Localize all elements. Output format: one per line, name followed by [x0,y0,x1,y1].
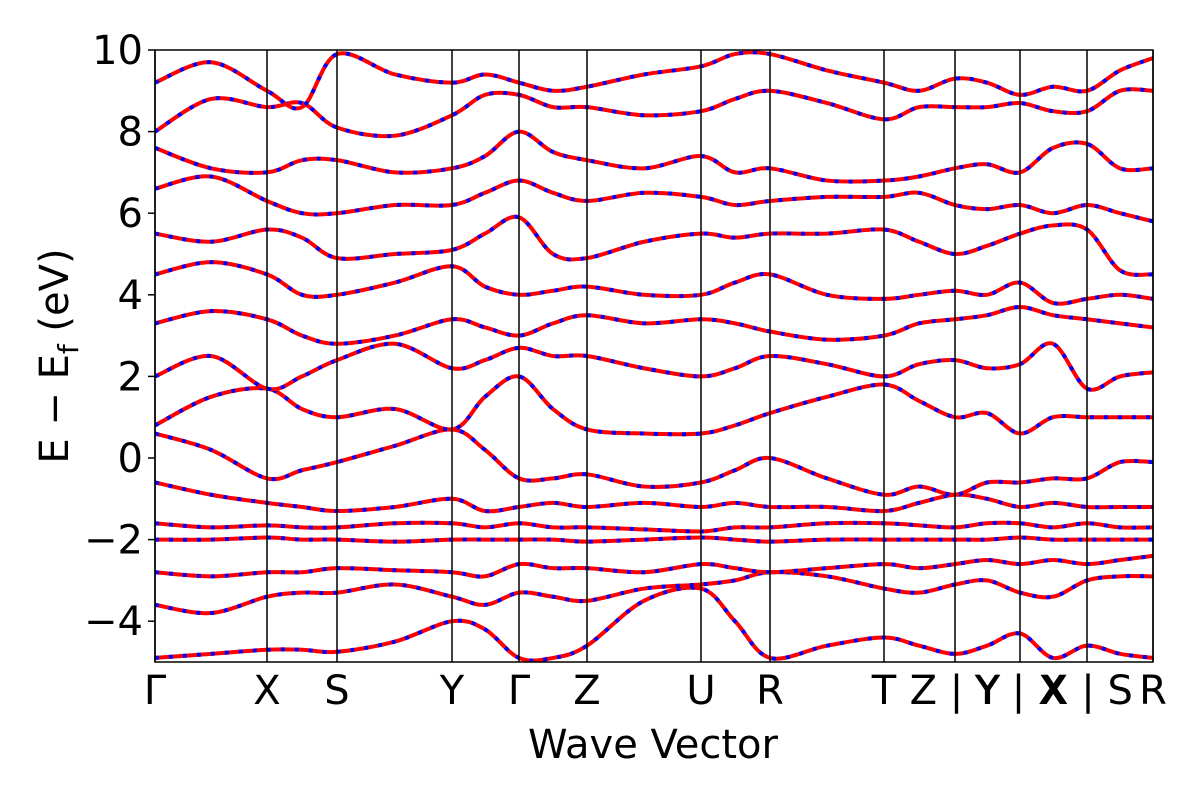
y-label-part: E − E [32,354,78,464]
x-tick-label: Y [439,668,465,714]
band-line [155,570,1153,616]
y-tick-label: −4 [84,599,143,645]
x-tick-label: Γ [144,668,167,714]
x-tick-label: R [756,668,784,714]
y-tick-label: 6 [118,191,143,237]
y-tick-label: 8 [118,110,143,156]
x-tick-label: Y | X [974,668,1066,714]
x-axis-label: Wave Vector [528,722,779,768]
band-line [155,374,1153,437]
band-line [155,520,1153,534]
x-tick-label: T [871,668,897,714]
y-tick-label: 10 [92,28,143,74]
band-line [155,260,1153,306]
band-line [155,214,1153,277]
band-line-dashed [155,214,1153,277]
x-tick-label: U [686,668,715,714]
x-tick-label: X [253,668,280,714]
band-line-dashed [155,129,1153,184]
band-line-dashed [155,427,1153,497]
band-line-dashed [155,305,1153,346]
y-tick-label: 2 [118,354,143,400]
bands [155,50,1153,662]
y-label-subscript: f [52,343,85,354]
y-axis-label: E − Ef (eV) [32,248,85,463]
y-tick-label: 0 [118,436,143,482]
plot-frame [154,49,1154,663]
band-line [155,174,1153,224]
x-tick-label: R [1139,668,1167,714]
band-line [155,87,1153,139]
x-tick-label: X | S [1041,668,1133,714]
band-line [155,585,1153,662]
x-tick-label: Z | Y [910,668,1001,714]
band-line [155,553,1153,579]
x-tick-label: S [324,668,349,714]
y-label-part: (eV) [32,248,78,344]
band-line [155,535,1153,544]
band-line [155,341,1153,392]
y-tick-label: −2 [84,518,143,564]
x-tick-label: Z [573,668,600,714]
band-line-dashed [155,50,1153,111]
band-line-dashed [155,87,1153,139]
band-line [155,50,1153,111]
y-tick-label: 4 [118,273,143,319]
x-tick-label: Γ [508,668,531,714]
band-line [155,129,1153,184]
